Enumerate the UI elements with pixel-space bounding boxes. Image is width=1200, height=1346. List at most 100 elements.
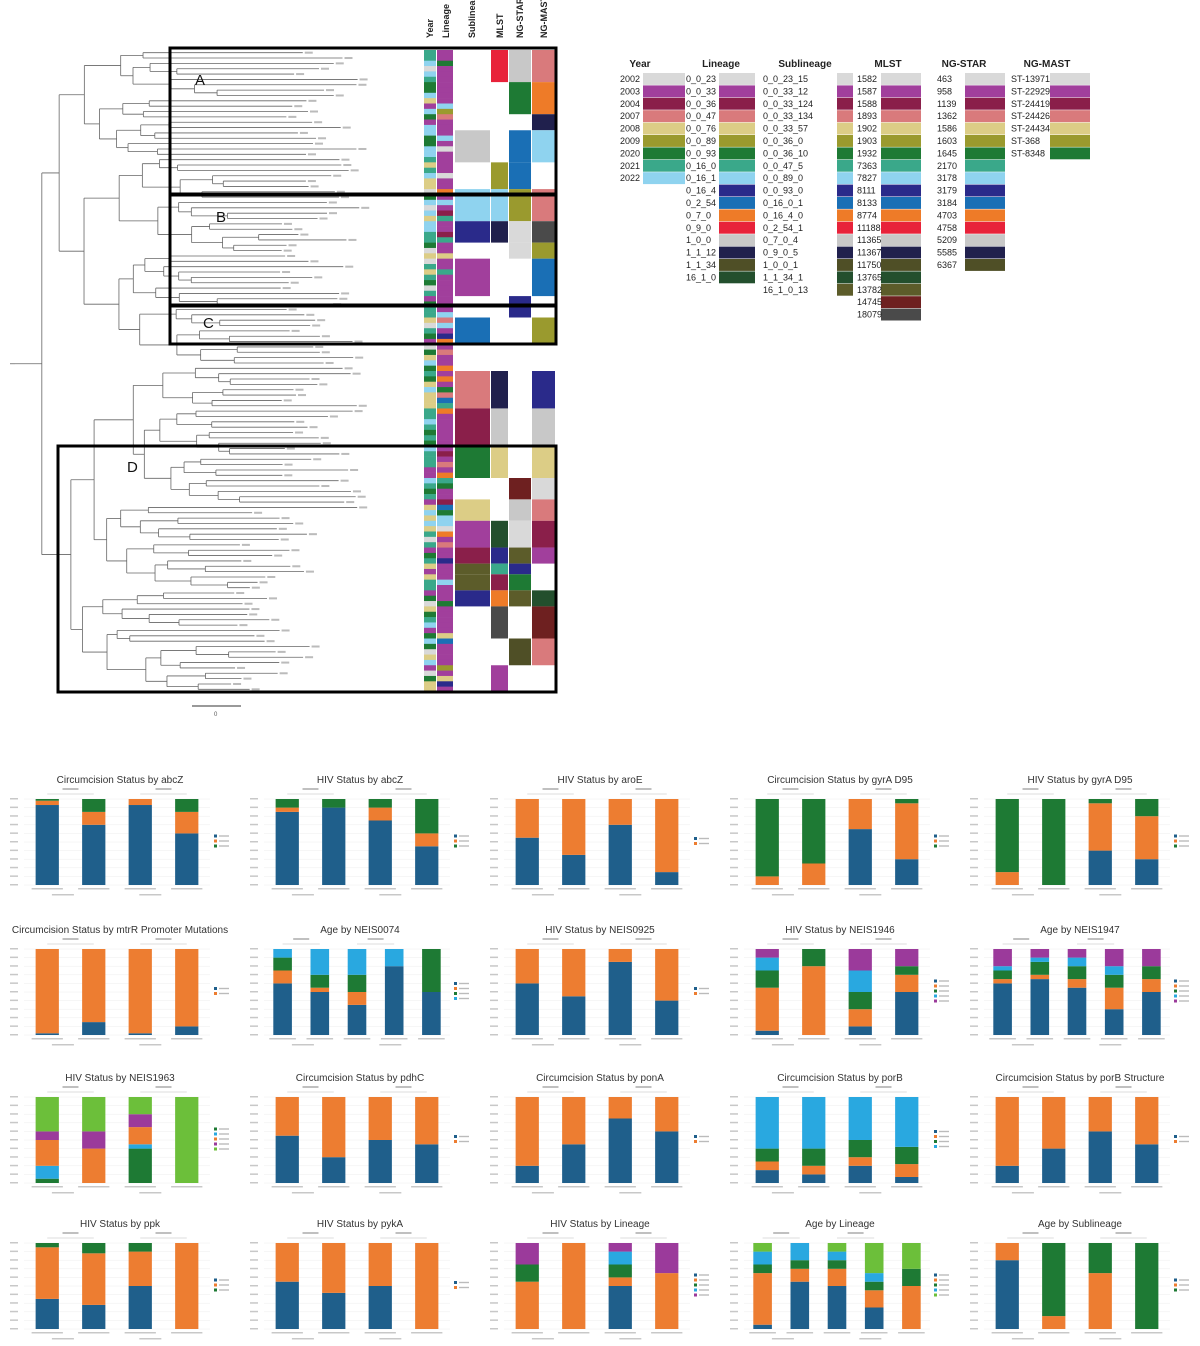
bar-segment [1042,1097,1066,1149]
strip-block [455,574,490,591]
y-tick-label [970,806,978,809]
strip-block [532,50,555,83]
legend-label: 0_0_33_12 [763,86,808,96]
x-tick-label [171,888,203,890]
legend-marker [934,1293,937,1297]
strip-lineage [437,76,453,83]
bar-segment [1088,1243,1112,1274]
legend-header: MLST [874,59,901,70]
y-tick-label [10,1259,18,1261]
bar-segment [608,799,632,825]
y-tick-label [250,1328,258,1330]
legend-label: 2170 [937,161,957,171]
x-tick-label [1063,1038,1091,1040]
bar-segment [848,1009,872,1027]
legend-swatch [1050,147,1090,160]
tip-label [256,634,265,637]
x-tick-label [364,1332,396,1334]
bar-segment [895,1176,919,1183]
legend-marker [934,1140,937,1143]
y-tick-label [10,1034,18,1036]
legend-swatch [837,209,853,222]
x-group-label [1011,1192,1034,1194]
bar-segment [562,1144,586,1183]
legend-swatch [643,85,685,98]
tip-label [340,196,349,199]
strip-year [424,558,436,564]
bar-segment [993,970,1012,980]
chart-title: Circumcision Status by porB [777,1073,903,1084]
bar-segment [322,1097,346,1158]
chart-title: Circumcision Status by pdhC [296,1073,424,1084]
legend-swatch [719,184,755,197]
bar-segment [275,1243,299,1282]
legend-marker [1174,1288,1177,1292]
legend-label [1179,990,1189,992]
x-tick-label [651,1186,683,1188]
bar-segment [1067,957,1087,967]
strip-year [424,606,436,613]
tip-label [274,554,283,557]
p-value-label [155,788,172,790]
y-tick-label [970,1310,978,1313]
legend-label [939,1145,949,1148]
y-tick-label [730,1121,738,1124]
legend-label: 16_1_0 [686,272,716,282]
clade-label: C [203,315,214,332]
strip-block [455,371,490,409]
y-tick-label [490,991,498,993]
legend-label [219,1143,229,1145]
legend-marker [454,997,457,1000]
y-tick-label [730,1025,738,1027]
y-tick-label [250,1259,258,1261]
bar-segment [655,1243,679,1274]
strip-lineage [437,536,453,543]
strip-lineage [437,606,453,613]
strip-block [532,82,555,115]
bar-segment [608,1264,632,1278]
y-tick-label [10,965,18,967]
chart-panel: HIV Status by NEIS0925 [490,925,709,1046]
strip-lineage [437,199,453,206]
y-tick-label [730,1259,738,1261]
strip-year [424,344,436,350]
legend-swatch [881,308,921,321]
bar-segment [82,1243,106,1254]
bar-segment [175,1243,199,1329]
tip-label [283,399,292,402]
legend-label [699,1284,709,1286]
bar-segment [802,863,826,885]
tip-label [290,281,299,284]
bar-segment [273,957,292,971]
y-tick-label [10,1276,18,1278]
x-tick-label [1131,1332,1163,1334]
legend-label: 1603 [937,136,957,146]
y-tick-label [730,1008,738,1010]
strip-year [424,210,436,217]
y-tick-label [250,1164,258,1167]
bar-segment [322,799,346,808]
y-tick-label [730,1250,738,1253]
tip-label [314,142,323,145]
legend-label [1179,1279,1189,1281]
bar-segment [1088,850,1112,885]
strip-lineage [437,451,453,457]
legend-marker [694,1288,697,1292]
strip-block [455,547,490,564]
tip-label [328,201,337,204]
bar-segment [562,799,586,855]
x-tick-label [1038,1332,1070,1334]
legend-swatch [881,234,921,247]
y-tick-label [490,1242,498,1244]
chart-title: HIV Status by gyrA D95 [1027,775,1132,786]
tip-label [243,677,252,680]
strip-year [424,456,436,463]
bar-segment [275,1281,299,1329]
strip-block [491,189,508,222]
legend-label: 1_1_12 [686,248,716,258]
y-tick-label [490,1310,498,1313]
tip-label [348,238,357,241]
bar-segment [384,949,404,967]
x-group-label [291,1044,314,1046]
y-tick-label [250,884,258,886]
